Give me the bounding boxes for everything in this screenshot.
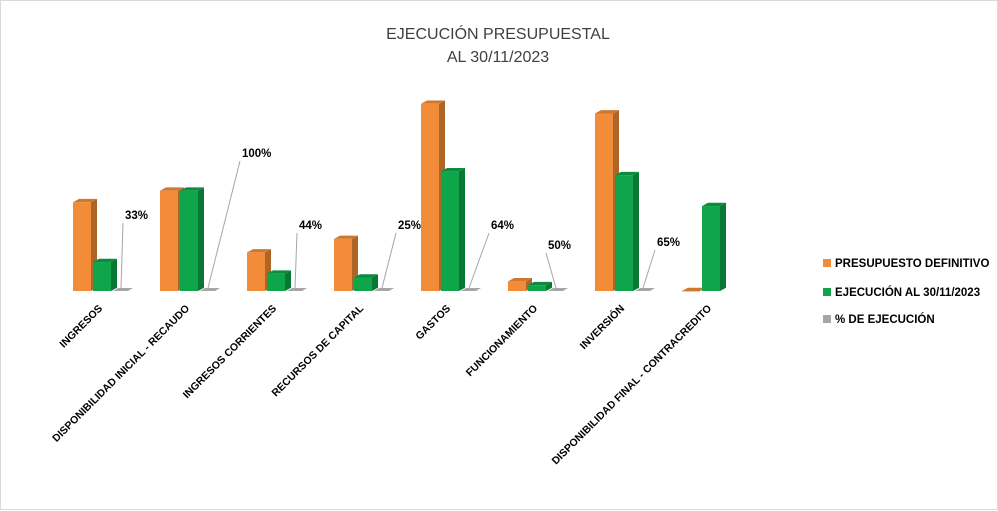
category-label-funcionamiento: FUNCIONAMIENTO xyxy=(464,303,540,379)
leader-line-funcionamiento xyxy=(545,252,557,289)
bar-presupuesto-ingresos-corrientes-front xyxy=(247,252,265,291)
bar-presupuesto-ingresos-top xyxy=(73,198,97,203)
bar-ejecucion-ingresos-corrientes xyxy=(267,270,291,291)
leader-line-recursos-de-capital xyxy=(381,232,397,289)
percent-label-recursos-de-capital: 25% xyxy=(398,220,421,232)
chart-title-line-1: EJECUCIÓN PRESUPUESTAL xyxy=(386,24,610,43)
bar-ejecucion-gastos-side xyxy=(459,168,465,291)
bar-ejecucion-inversion-front xyxy=(615,175,633,291)
bar-ejecucion-funcionamiento-side xyxy=(546,281,552,291)
bar-ejecucion-disponibilidad-final-contracredito xyxy=(702,202,726,291)
bar-presupuesto-disponibilidad-inicial-recaudo-top xyxy=(160,187,184,191)
bar-ejecucion-disponibilidad-final-contracredito-top xyxy=(702,202,726,207)
bar-porcentaje-ingresos xyxy=(113,288,133,291)
bar-ejecucion-disponibilidad-inicial-recaudo-front xyxy=(180,190,198,291)
bar-porcentaje-ingresos-corrientes xyxy=(287,288,307,291)
bar-ejecucion-disponibilidad-inicial-recaudo-top xyxy=(180,187,204,191)
bar-presupuesto-ingresos-corrientes-top xyxy=(247,249,271,253)
bar-ejecucion-funcionamiento-top xyxy=(528,281,552,286)
bar-presupuesto-disponibilidad-final-contracredito xyxy=(682,287,706,292)
bar-porcentaje-funcionamiento xyxy=(548,288,568,291)
bar-presupuesto-ingresos-front xyxy=(73,202,91,291)
bar-ejecucion-inversion xyxy=(615,171,639,291)
leader-line-ingresos-corrientes xyxy=(294,232,298,289)
category-label-gastos: GASTOS xyxy=(413,303,453,343)
legend: PRESUPUESTO DEFINITIVO EJECUCIÓN AL 30/1… xyxy=(823,258,989,326)
leader-line-gastos xyxy=(468,232,490,289)
bar-ejecucion-inversion-top xyxy=(615,171,639,176)
bar-ejecucion-ingresos-side xyxy=(111,258,117,291)
percent-labels-group: 33% 100% 44% 25% 64% 50% 65% xyxy=(125,148,680,252)
bar-presupuesto-funcionamiento-top xyxy=(508,278,532,282)
bar-presupuesto-ingresos xyxy=(73,198,97,291)
bar-presupuesto-funcionamiento-front xyxy=(508,281,526,291)
legend-swatch-presupuesto xyxy=(823,259,831,267)
leader-line-disponibilidad-inicial-recaudo xyxy=(207,160,241,289)
bar-presupuesto-inversion-front xyxy=(595,113,613,291)
bar-porcentaje-inversion xyxy=(635,288,655,291)
bar-ejecucion-disponibilidad-inicial-recaudo xyxy=(180,187,204,291)
bar-ejecucion-ingresos-corrientes-side xyxy=(285,270,291,291)
bar-ejecucion-recursos-de-capital-side xyxy=(372,274,378,291)
bar-ejecucion-gastos-front xyxy=(441,171,459,291)
bar-presupuesto-gastos-top xyxy=(421,100,445,104)
bar-presupuesto-gastos-front xyxy=(421,103,439,291)
percent-label-ingresos: 33% xyxy=(125,210,148,222)
legend-swatch-ejecucion xyxy=(823,288,831,296)
category-label-ingresos: INGRESOS xyxy=(57,303,105,351)
percent-label-gastos: 64% xyxy=(491,220,514,232)
bar-ejecucion-gastos-top xyxy=(441,168,465,172)
bar-ejecucion-disponibilidad-inicial-recaudo-side xyxy=(198,187,204,291)
bar-ejecucion-recursos-de-capital-front xyxy=(354,277,372,291)
bars-group xyxy=(73,100,726,292)
leader-line-ingresos xyxy=(120,222,124,289)
bar-porcentaje-recursos-de-capital xyxy=(374,288,394,291)
legend-swatch-porcentaje xyxy=(823,315,831,323)
bar-porcentaje-disponibilidad-inicial-recaudo xyxy=(200,288,220,291)
percent-label-ingresos-corrientes: 44% xyxy=(299,220,322,232)
percent-label-funcionamiento: 50% xyxy=(548,240,571,252)
category-label-ingresos-corrientes: INGRESOS CORRIENTES xyxy=(181,303,279,401)
bar-ejecucion-disponibilidad-final-contracredito-front xyxy=(702,206,720,291)
bar-presupuesto-inversion-top xyxy=(595,110,619,114)
bar-ejecucion-ingresos-corrientes-front xyxy=(267,273,285,291)
bar-ejecucion-gastos xyxy=(441,168,465,291)
bar-presupuesto-disponibilidad-final-contracredito-top xyxy=(682,287,706,291)
bar-ejecucion-ingresos-top xyxy=(93,258,117,263)
bar-presupuesto-disponibilidad-inicial-recaudo-front xyxy=(160,190,178,291)
bar-presupuesto-recursos-de-capital-top xyxy=(334,235,358,239)
leader-line-inversion xyxy=(642,249,656,289)
bar-presupuesto-recursos-de-capital-front xyxy=(334,238,352,291)
bar-ejecucion-ingresos-front xyxy=(93,262,111,291)
bar-ejecucion-ingresos xyxy=(93,258,117,291)
bar-ejecucion-ingresos-corrientes-top xyxy=(267,270,291,274)
category-label-recursos-de-capital: RECURSOS DE CAPITAL xyxy=(269,302,366,399)
bar-ejecucion-recursos-de-capital xyxy=(354,274,378,291)
category-label-disponibilidad-final-contracredito: DISPONIBILIDAD FINAL - CONTRACREDITO xyxy=(550,303,715,468)
legend-label-presupuesto: PRESUPUESTO DEFINITIVO xyxy=(835,258,989,270)
bar-ejecucion-funcionamiento-front xyxy=(528,285,546,291)
bar-presupuesto-disponibilidad-final-contracredito-front xyxy=(682,291,700,292)
bar-ejecucion-funcionamiento xyxy=(528,281,552,291)
bar-ejecucion-recursos-de-capital-top xyxy=(354,274,378,278)
legend-label-porcentaje: % DE EJECUCIÓN xyxy=(835,313,935,326)
legend-label-ejecucion: EJECUCIÓN AL 30/11/2023 xyxy=(835,286,980,299)
leader-lines-group xyxy=(120,160,656,289)
category-label-disponibilidad-inicial-recaudo: DISPONIBILIDAD INICIAL - RECAUDO xyxy=(50,303,192,445)
bar-porcentaje-gastos xyxy=(461,288,481,291)
category-label-inversion: INVERSIÓN xyxy=(577,302,627,352)
percent-label-disponibilidad-inicial-recaudo: 100% xyxy=(242,148,271,160)
percent-label-inversion: 65% xyxy=(657,237,680,249)
bar-ejecucion-inversion-side xyxy=(633,171,639,291)
bar-ejecucion-disponibilidad-final-contracredito-side xyxy=(720,202,726,291)
chart-title-line-2: AL 30/11/2023 xyxy=(447,49,549,66)
